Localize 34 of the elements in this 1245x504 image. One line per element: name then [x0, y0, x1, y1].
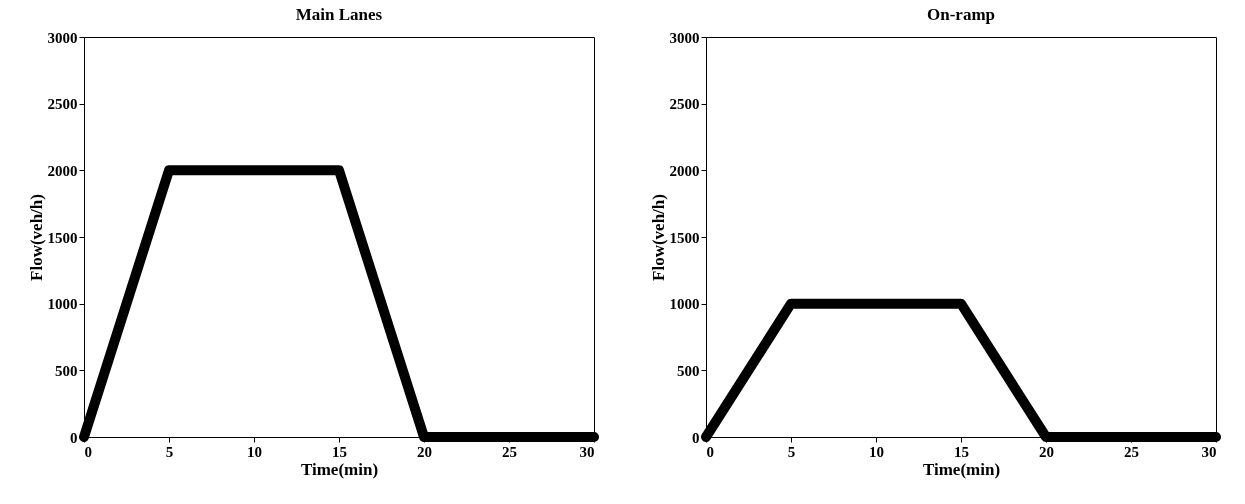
- y-tick-label: 1500: [47, 229, 78, 246]
- y-tick-label: 2500: [669, 96, 700, 113]
- x-tick-label: 5: [165, 443, 174, 460]
- y-tick-label: 1000: [669, 296, 700, 313]
- x-tick-label: 15: [954, 443, 969, 460]
- x-axis-title: Time(min): [300, 459, 379, 479]
- y-tick-label: 2500: [47, 96, 78, 113]
- chart-title: On-ramp: [927, 5, 995, 24]
- x-tick-label: 30: [579, 443, 595, 460]
- x-tick-label: 25: [502, 443, 517, 460]
- y-tick-label: 3000: [669, 29, 700, 46]
- y-tick-label: 0: [70, 429, 78, 446]
- y-tick-label: 1500: [669, 229, 700, 246]
- y-tick-label: 0: [692, 429, 700, 446]
- y-tick-label: 2000: [669, 162, 700, 179]
- y-tick-label: 500: [677, 362, 700, 379]
- x-tick-label: 10: [247, 443, 262, 460]
- y-tick-label: 500: [55, 362, 78, 379]
- y-tick-label: 1000: [47, 296, 78, 313]
- x-tick-label: 0: [84, 443, 92, 460]
- x-tick-label: 15: [332, 443, 347, 460]
- y-axis-title: Flow(veh/h): [648, 194, 668, 281]
- y-axis-title: Flow(veh/h): [26, 194, 46, 281]
- x-tick-label: 5: [787, 443, 796, 460]
- x-tick-label: 0: [706, 443, 714, 460]
- x-tick-label: 10: [869, 443, 884, 460]
- y-tick-label: 2000: [47, 162, 78, 179]
- x-tick-label: 30: [1201, 443, 1217, 460]
- x-tick-label: 20: [417, 443, 432, 460]
- chart-title: Main Lanes: [295, 5, 383, 24]
- x-axis-title: Time(min): [922, 459, 1001, 479]
- y-tick-label: 3000: [47, 29, 78, 46]
- x-tick-label: 25: [1124, 443, 1139, 460]
- x-tick-label: 20: [1039, 443, 1054, 460]
